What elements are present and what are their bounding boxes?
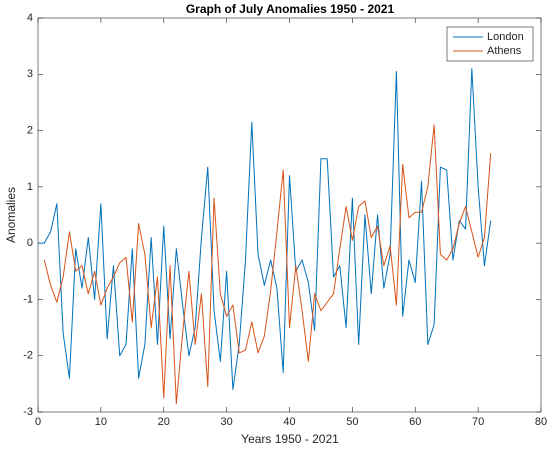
plot-frame	[37, 17, 542, 413]
y-axis-label: Anomalies	[4, 187, 18, 243]
x-tick-label: 20	[158, 416, 170, 428]
line-series	[38, 68, 492, 390]
y-tick-label: 3	[27, 68, 33, 80]
x-tick-label: 30	[221, 416, 233, 428]
legend-label: Athens	[487, 45, 522, 57]
x-tick-label: 10	[95, 416, 107, 428]
y-tick-label: -3	[23, 406, 33, 418]
legend-box	[446, 26, 534, 62]
x-tick-label: 60	[409, 416, 421, 428]
y-tick-label: 2	[27, 124, 33, 136]
x-tick-label: 70	[472, 416, 484, 428]
line-series	[43, 124, 492, 405]
x-tick-label: 40	[283, 416, 295, 428]
chart-title: Graph of July Anomalies 1950 - 2021	[186, 2, 395, 16]
x-axis-label: Years 1950 - 2021	[241, 432, 339, 446]
y-tick-label: 1	[27, 181, 33, 193]
y-tick-label: -2	[23, 350, 33, 362]
x-tick-label: 50	[346, 416, 358, 428]
x-tick-label: 0	[35, 416, 41, 428]
y-tick-label: 4	[27, 12, 33, 24]
y-tick-label: -1	[23, 293, 33, 305]
x-tick-label: 80	[535, 416, 547, 428]
y-tick-label: 0	[27, 237, 33, 249]
legend-label: London	[487, 31, 524, 43]
